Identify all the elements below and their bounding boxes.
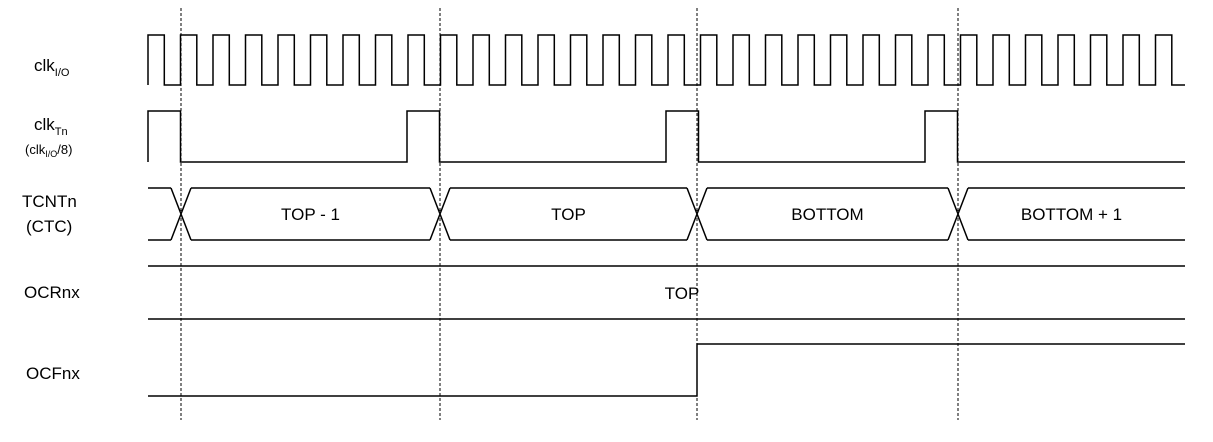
tcntn-value-2: TOP	[551, 205, 586, 224]
ocrnx-value: TOP	[665, 284, 700, 303]
tcntn-segment-1	[191, 187, 430, 241]
label-clktn-base: clk	[34, 115, 55, 134]
ocfnx-waveform	[148, 343, 1185, 397]
label-clkio-sub: I/O	[54, 67, 70, 79]
tcntn-segment-3	[707, 187, 948, 241]
tcntn-value-3: BOTTOM	[791, 205, 863, 224]
tcntn-segment-2	[450, 187, 687, 241]
tcntn-values: TOP - 1 TOP BOTTOM BOTTOM + 1	[281, 205, 1122, 224]
label-clktn: clkTn	[34, 116, 68, 138]
label-clktn-note: (clkI/O/8)	[25, 140, 72, 159]
label-clktn-note-sub: I/O	[45, 149, 58, 159]
label-clktn-note-post: /8)	[57, 142, 73, 157]
tcntn-crossing-3	[686, 187, 708, 241]
label-clktn-note-pre: (clk	[25, 142, 46, 157]
label-clkio-base: clk	[34, 56, 55, 75]
label-tcntn: TCNTn	[22, 192, 77, 211]
tcntn-crossing-1	[170, 187, 192, 241]
label-ocfnx: OCFnx	[26, 364, 80, 383]
tcntn-value-1: TOP - 1	[281, 205, 340, 224]
label-clktn-sub: Tn	[54, 126, 68, 138]
tcntn-segment-0	[148, 187, 171, 241]
tcntn-value-4: BOTTOM + 1	[1021, 205, 1122, 224]
tcntn-crossing-2	[429, 187, 451, 241]
clkio-waveform	[147, 34, 1185, 86]
tcntn-segment-4	[968, 187, 1185, 241]
clktn-waveform	[147, 110, 1185, 163]
label-clkio: clkI/O	[34, 57, 69, 79]
label-ocrnx: OCRnx	[24, 283, 80, 302]
tcntn-bus	[148, 187, 1185, 241]
label-tcntn-mode: (CTC)	[26, 217, 73, 236]
tcntn-crossing-4	[947, 187, 969, 241]
